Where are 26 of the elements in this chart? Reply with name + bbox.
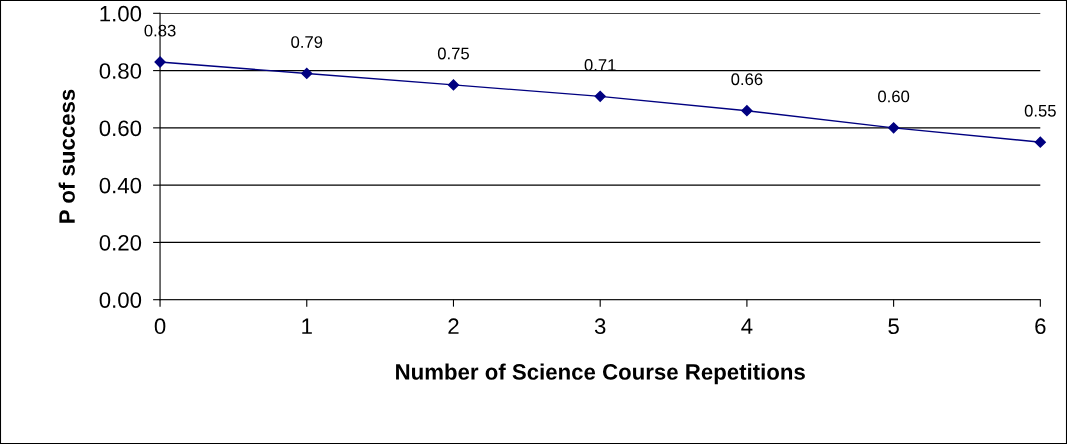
- x-tick-label: 6: [1035, 318, 1046, 335]
- x-tick-label: 3: [594, 318, 606, 335]
- point: [447, 79, 460, 91]
- point: [594, 90, 606, 102]
- y-axis-title: P of success: [58, 89, 75, 223]
- data-label: 0.55: [1024, 104, 1056, 117]
- data-label: 0.79: [291, 36, 323, 48]
- data-label: 0.66: [731, 73, 763, 86]
- x-tick-label: 1: [302, 318, 312, 334]
- x-tick-label: 0: [154, 318, 166, 335]
- point: [1034, 136, 1046, 148]
- y-tick-label: 1.00: [100, 5, 142, 22]
- y-tick-label: 0.80: [99, 63, 142, 79]
- x-tick-label: 4: [741, 318, 753, 334]
- point: [301, 67, 313, 80]
- data-label: 0.75: [437, 47, 469, 60]
- y-tick-label: 0.20: [99, 234, 142, 251]
- y-tick-label: 0.60: [99, 120, 142, 137]
- y-tick-label: 0.00: [99, 292, 142, 308]
- x-tick-label: 5: [888, 318, 899, 335]
- point: [741, 105, 753, 117]
- x-tick-label: 2: [448, 318, 459, 334]
- x-axis-title: Number of Science Course Repetitions: [396, 363, 805, 385]
- data-label: 0.60: [878, 90, 910, 103]
- y-tick-label: 0.40: [99, 177, 142, 194]
- point: [888, 122, 900, 134]
